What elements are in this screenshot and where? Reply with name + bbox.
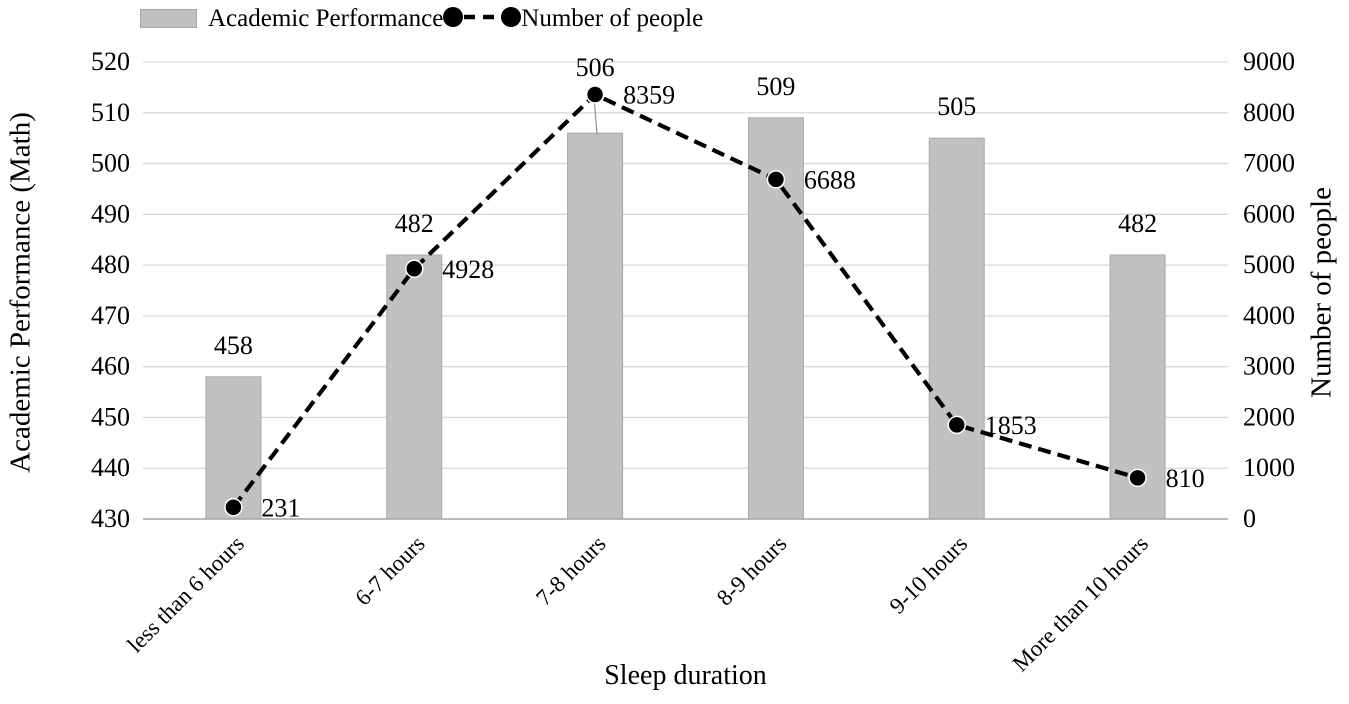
label-leader-line [593, 98, 598, 136]
y-axis-tick-left: 490 [91, 199, 130, 228]
y-axis-tick-left: 500 [91, 149, 130, 178]
y-axis-tick-right: 3000 [1243, 352, 1295, 381]
line-value-label: 810 [1166, 464, 1205, 493]
line-point [224, 498, 243, 517]
legend-line-marker-icon [443, 2, 522, 35]
bar [386, 254, 443, 520]
x-axis-category-labels: less than 6 hours 6-7 hours 7-8 hours 8-9 h… [122, 531, 1153, 677]
y-axis-tick-right: 2000 [1243, 402, 1295, 431]
line-point [1128, 468, 1147, 488]
line-value-label: 4928 [442, 255, 494, 284]
y-axis-tick-right: 9000 [1243, 47, 1295, 76]
y-axis-tick-left: 520 [91, 47, 130, 76]
y-axis-tick-left: 470 [91, 301, 130, 330]
bar-value-label: 505 [937, 92, 976, 121]
bar-value-label: 458 [214, 331, 253, 360]
line-point [766, 170, 786, 189]
line-point [405, 259, 424, 279]
y-axis-tick-right: 0 [1243, 504, 1256, 533]
y-axis-tick-right: 7000 [1243, 149, 1295, 178]
left-axis-title: Academic Performance (Math) [4, 112, 37, 473]
x-axis-title: Sleep duration [604, 660, 767, 691]
y-axis-tick-right: 6000 [1243, 199, 1295, 228]
x-axis-category-label: More than 10 hours [1008, 531, 1154, 677]
bar [567, 132, 624, 520]
right-axis-title: Number of people [1305, 187, 1338, 398]
y-axis-tick-left: 480 [91, 250, 130, 279]
line-value-label: 231 [261, 493, 300, 522]
legend: Academic Performance Number of people [140, 2, 703, 35]
y-axis-tick-right: 5000 [1243, 250, 1295, 279]
line-value-label: 8359 [623, 81, 675, 110]
legend-bar-swatch [140, 9, 197, 28]
bar-value-label: 482 [1118, 209, 1157, 238]
legend-line-label: Number of people [521, 4, 704, 32]
line-series: 231 4928 8359 6688 1853 810 [224, 81, 1205, 522]
x-axis-category-label: 8-9 hours [712, 531, 792, 611]
line-path [231, 92, 1139, 509]
gridlines [143, 61, 1228, 520]
y-axis-tick-left: 440 [91, 453, 130, 482]
x-axis-category-label: 7-8 hours [531, 531, 611, 611]
bar-value-label: 509 [756, 72, 795, 101]
y-axis-tick-left: 510 [91, 98, 130, 127]
y-axis-ticks-left: 430 440 450 460 470 480 490 500 510 520 [91, 47, 130, 533]
bar-value-label: 506 [576, 53, 615, 82]
x-axis-category-label: less than 6 hours [122, 531, 249, 658]
line-value-label: 1853 [985, 411, 1037, 440]
legend-bar-label: Academic Performance [208, 4, 444, 32]
y-axis-ticks-right: 0 1000 2000 3000 4000 5000 6000 7000 8000 9000 [1243, 47, 1295, 533]
line-value-label: 6688 [804, 165, 856, 194]
bar [928, 137, 985, 520]
y-axis-tick-left: 460 [91, 352, 130, 381]
y-axis-tick-left: 430 [91, 504, 130, 533]
y-axis-tick-right: 8000 [1243, 98, 1295, 127]
bar [205, 376, 262, 520]
bar-series: 458 482 506 509 505 482 [205, 53, 1166, 520]
x-axis-category-label: 6-7 hours [350, 531, 430, 611]
y-axis-tick-left: 450 [91, 402, 130, 431]
y-axis-tick-right: 1000 [1243, 453, 1295, 482]
line-point [947, 415, 966, 435]
y-axis-tick-right: 4000 [1243, 301, 1295, 330]
bar-value-label: 482 [395, 209, 434, 238]
x-axis-category-label: 9-10 hours [885, 531, 973, 619]
line-point [585, 85, 605, 104]
